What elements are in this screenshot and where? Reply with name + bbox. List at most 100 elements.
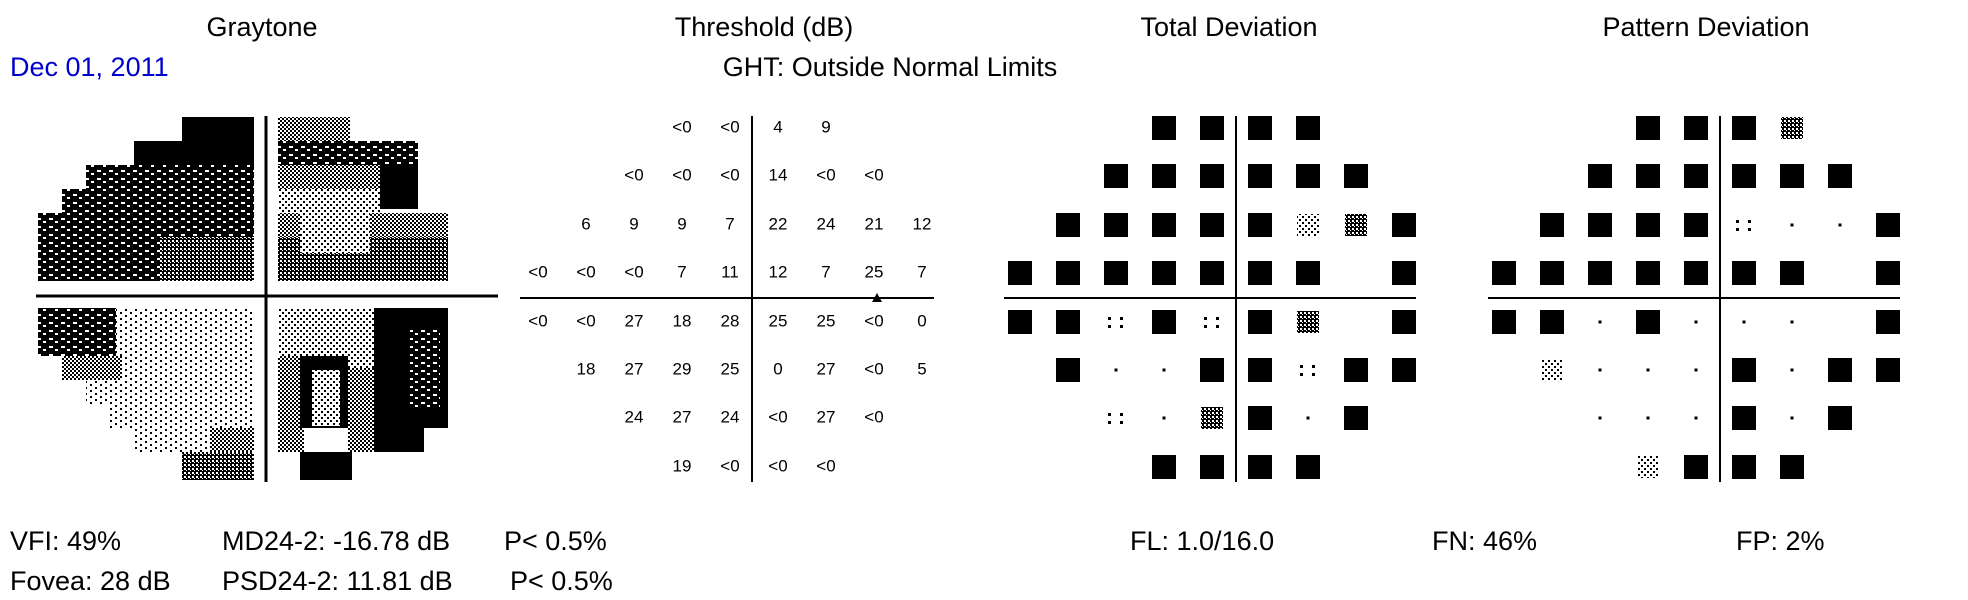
- threshold-value: 7: [677, 262, 686, 281]
- threshold-grid: <0 <0 4 9 <0 <0 <0 14 <0 <0 6 9 9 7 22 24 21 12 <0 <0 <0 7 11 1…: [520, 116, 934, 482]
- psd-p-value: P< 0.5%: [510, 566, 613, 596]
- threshold-value: <0: [816, 456, 835, 475]
- ght-result: GHT: Outside Normal Limits: [722, 52, 1058, 82]
- probability-symbol-solid-black: [1540, 213, 1564, 237]
- threshold-value: 18: [673, 311, 692, 330]
- probability-symbol-dense-checker: [1201, 407, 1223, 429]
- probability-symbol-solid-black: [1732, 164, 1756, 188]
- probability-symbol-solid-black: [1248, 164, 1272, 188]
- threshold-value: 9: [677, 214, 686, 233]
- threshold-value: 11: [721, 262, 739, 281]
- threshold-value: 25: [865, 262, 884, 281]
- probability-symbol-dot: [1694, 416, 1698, 420]
- probability-symbol-solid-black: [1780, 455, 1804, 479]
- probability-symbol-sparse-dots: [1204, 317, 1219, 328]
- threshold-value: <0: [768, 407, 787, 426]
- probability-symbol-dense-checker: [1297, 311, 1319, 333]
- probability-symbol-solid-black: [1152, 116, 1176, 140]
- probability-symbol-dot: [1838, 223, 1842, 227]
- probability-symbol-solid-black: [1392, 358, 1416, 382]
- fovea-value: Fovea: 28 dB: [10, 566, 171, 596]
- probability-symbol-dot: [1598, 416, 1602, 420]
- probability-symbol-solid-black: [1636, 213, 1660, 237]
- probability-symbol-light-checker: [1637, 456, 1659, 478]
- probability-symbol-solid-black: [1876, 261, 1900, 285]
- threshold-value: 27: [625, 359, 644, 378]
- probability-symbol-solid-black: [1152, 310, 1176, 334]
- probability-symbol-solid-black: [1248, 455, 1272, 479]
- threshold-value: 27: [817, 407, 836, 426]
- probability-symbol-solid-black: [1200, 164, 1224, 188]
- threshold-value: <0: [624, 262, 643, 281]
- probability-symbol-solid-black: [1104, 164, 1128, 188]
- probability-symbol-sparse-dots: [1108, 413, 1123, 424]
- probability-symbol-solid-black: [1200, 358, 1224, 382]
- pattern-deviation-grid: [1488, 116, 1900, 482]
- threshold-value: 24: [625, 407, 644, 426]
- probability-symbol-solid-black: [1104, 261, 1128, 285]
- probability-symbol-solid-black: [1152, 455, 1176, 479]
- probability-symbol-solid-black: [1732, 406, 1756, 430]
- threshold-value: <0: [864, 165, 883, 184]
- probability-symbol-dot: [1790, 320, 1794, 324]
- probability-symbol-light-checker: [1541, 359, 1563, 381]
- threshold-value: <0: [720, 456, 739, 475]
- threshold-value: 21: [865, 214, 884, 233]
- probability-symbol-solid-black: [1828, 358, 1852, 382]
- threshold-value: 0: [917, 311, 926, 330]
- probability-symbol-solid-black: [1636, 164, 1660, 188]
- threshold-value: 19: [673, 456, 692, 475]
- threshold-value: 9: [629, 214, 638, 233]
- probability-symbol-solid-black: [1152, 213, 1176, 237]
- probability-symbol-solid-black: [1732, 116, 1756, 140]
- md-value: MD24-2: -16.78 dB: [222, 526, 451, 556]
- probability-symbol-solid-black: [1344, 164, 1368, 188]
- false-negative-value: FN: 46%: [1432, 526, 1538, 556]
- probability-symbol-solid-black: [1248, 213, 1272, 237]
- probability-symbol-dot: [1114, 368, 1118, 372]
- probability-symbol-solid-black: [1732, 455, 1756, 479]
- probability-symbol-solid-black: [1200, 261, 1224, 285]
- threshold-value: <0: [576, 262, 595, 281]
- probability-symbol-dense-checker: [1781, 117, 1803, 139]
- threshold-value: 22: [769, 214, 788, 233]
- threshold-value: 27: [673, 407, 692, 426]
- probability-symbol-solid-black: [1636, 310, 1660, 334]
- threshold-value: <0: [624, 165, 643, 184]
- probability-symbol-solid-black: [1492, 261, 1516, 285]
- threshold-value: 27: [625, 311, 644, 330]
- total-deviation-title: Total Deviation: [1140, 12, 1318, 42]
- threshold-value: <0: [672, 165, 691, 184]
- probability-symbol-dot: [1646, 368, 1650, 372]
- threshold-value: 14: [769, 165, 788, 184]
- probability-symbol-sparse-dots: [1736, 220, 1751, 231]
- threshold-value: 7: [917, 262, 926, 281]
- probability-symbol-solid-black: [1056, 358, 1080, 382]
- threshold-value: 18: [577, 359, 596, 378]
- threshold-value: <0: [528, 262, 547, 281]
- probability-symbol-solid-black: [1684, 213, 1708, 237]
- probability-symbol-solid-black: [1008, 310, 1032, 334]
- probability-symbol-solid-black: [1200, 213, 1224, 237]
- pattern-deviation-title: Pattern Deviation: [1602, 12, 1810, 42]
- probability-symbol-solid-black: [1152, 164, 1176, 188]
- probability-symbol-solid-black: [1392, 213, 1416, 237]
- total-deviation-grid: [1004, 116, 1416, 482]
- probability-symbol-solid-black: [1636, 116, 1660, 140]
- blind-spot-marker-icon: [872, 293, 882, 302]
- probability-symbol-solid-black: [1248, 358, 1272, 382]
- exam-date: Dec 01, 2011: [10, 52, 169, 82]
- probability-symbol-solid-black: [1248, 116, 1272, 140]
- threshold-value: <0: [864, 311, 883, 330]
- probability-symbol-solid-black: [1732, 358, 1756, 382]
- threshold-value: 28: [721, 311, 740, 330]
- probability-symbol-dot: [1790, 223, 1794, 227]
- probability-symbol-solid-black: [1056, 213, 1080, 237]
- probability-symbol-dot: [1742, 320, 1746, 324]
- probability-symbol-solid-black: [1296, 164, 1320, 188]
- threshold-value: 0: [773, 359, 782, 378]
- threshold-value: 29: [673, 359, 692, 378]
- fixation-loss-value: FL: 1.0/16.0: [1130, 526, 1275, 556]
- probability-symbol-solid-black: [1056, 261, 1080, 285]
